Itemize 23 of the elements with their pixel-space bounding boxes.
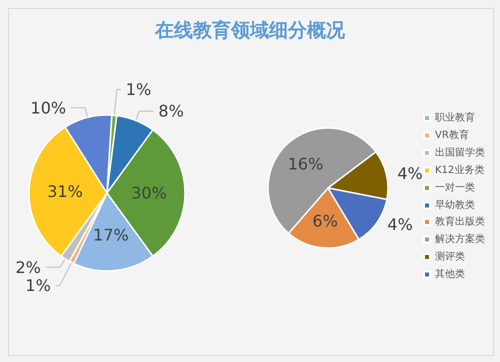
- data-label: 17%: [93, 225, 129, 244]
- data-label: 10%: [30, 98, 66, 118]
- data-label: 31%: [47, 182, 83, 202]
- data-label: 1%: [126, 80, 152, 99]
- legend-label: 一对一类: [435, 182, 475, 194]
- legend-label: 教育出版类: [435, 216, 485, 228]
- data-label: 1%: [25, 276, 51, 296]
- legend-label: 解决方案类: [435, 233, 485, 245]
- legend-label: 其他类: [435, 268, 465, 280]
- chart-title: 在线教育领域细分概况: [154, 20, 346, 42]
- data-label: 8%: [158, 102, 184, 121]
- legend-label: VR教育: [435, 129, 469, 141]
- legend-label: K12业务类: [435, 164, 484, 176]
- data-label: 4%: [397, 164, 423, 184]
- legend-label: 出国留学类: [435, 146, 485, 158]
- data-label: 16%: [288, 154, 324, 174]
- data-label: 2%: [15, 258, 41, 277]
- legend-label: 测评类: [435, 250, 465, 262]
- data-label: 4%: [387, 215, 413, 234]
- data-label: 6%: [312, 211, 338, 230]
- legend-label: 早幼教类: [435, 199, 475, 211]
- legend-label: 职业教育: [435, 112, 475, 124]
- data-label: 30%: [131, 184, 167, 202]
